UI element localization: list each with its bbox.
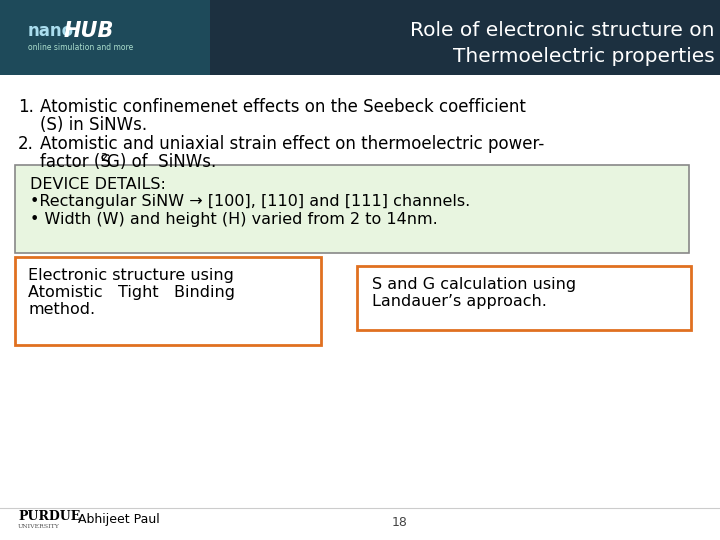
Text: Atomistic   Tight   Binding: Atomistic Tight Binding: [28, 285, 235, 300]
Text: Role of electronic structure on: Role of electronic structure on: [410, 21, 715, 39]
Text: method.: method.: [28, 302, 95, 317]
Text: 2.: 2.: [18, 135, 34, 153]
Text: Landauer’s approach.: Landauer’s approach.: [372, 294, 547, 309]
FancyBboxPatch shape: [0, 0, 210, 75]
Text: Atomistic and uniaxial strain effect on thermoelectric power-: Atomistic and uniaxial strain effect on …: [40, 135, 544, 153]
Text: online simulation and more: online simulation and more: [28, 44, 133, 52]
Text: DEVICE DETAILS:: DEVICE DETAILS:: [30, 177, 166, 192]
FancyBboxPatch shape: [0, 0, 720, 75]
Text: Atomistic confinemenet effects on the Seebeck coefficient: Atomistic confinemenet effects on the Se…: [40, 98, 526, 116]
Text: Abhijeet Paul: Abhijeet Paul: [78, 514, 160, 526]
Text: (S) in SiNWs.: (S) in SiNWs.: [40, 116, 147, 134]
Text: 2: 2: [101, 153, 107, 163]
Text: • Width (W) and height (H) varied from 2 to 14nm.: • Width (W) and height (H) varied from 2…: [30, 212, 438, 227]
FancyBboxPatch shape: [15, 165, 689, 253]
FancyBboxPatch shape: [15, 257, 321, 345]
Text: factor (S: factor (S: [40, 153, 111, 171]
FancyBboxPatch shape: [0, 75, 720, 540]
Text: Thermoelectric properties: Thermoelectric properties: [454, 48, 715, 66]
FancyBboxPatch shape: [357, 266, 691, 330]
Text: nano: nano: [28, 22, 74, 40]
Text: Electronic structure using: Electronic structure using: [28, 268, 234, 283]
Text: 1.: 1.: [18, 98, 34, 116]
Text: UNIVERSITY: UNIVERSITY: [18, 524, 60, 530]
Text: G) of  SiNWs.: G) of SiNWs.: [107, 153, 217, 171]
Text: 18: 18: [392, 516, 408, 529]
Text: HUB: HUB: [64, 21, 114, 41]
Text: S and G calculation using: S and G calculation using: [372, 277, 576, 292]
Text: PURDUE: PURDUE: [18, 510, 80, 523]
Text: •Rectangular SiNW → [100], [110] and [111] channels.: •Rectangular SiNW → [100], [110] and [11…: [30, 194, 470, 209]
